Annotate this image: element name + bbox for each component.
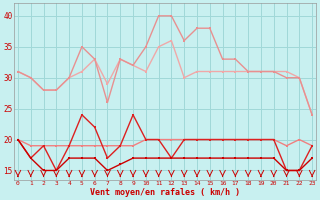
X-axis label: Vent moyen/en rafales ( km/h ): Vent moyen/en rafales ( km/h )	[90, 188, 240, 197]
